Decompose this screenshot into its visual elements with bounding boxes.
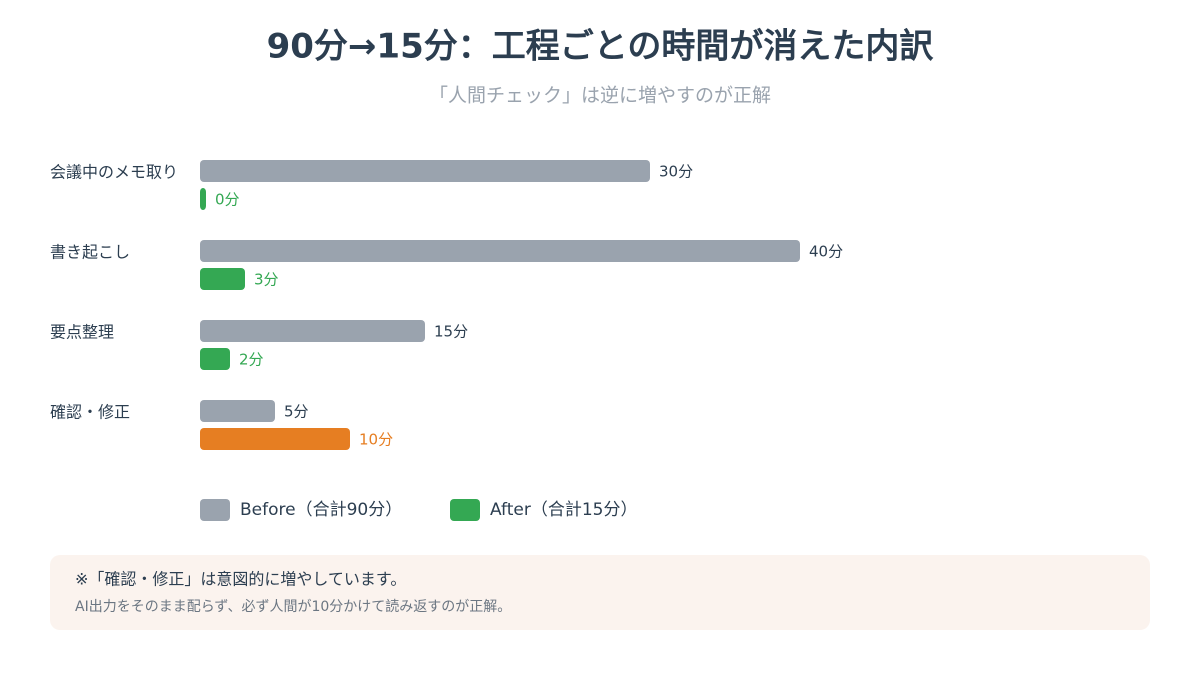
category-label: 会議中のメモ取り	[50, 163, 178, 182]
legend-swatch	[450, 499, 480, 521]
bar	[200, 188, 206, 210]
legend-label: After（合計15分）	[490, 500, 637, 520]
chart-title: 90分→15分：工程ごとの時間が消えた内訳	[267, 27, 935, 67]
category-label: 要点整理	[50, 323, 114, 342]
bar	[200, 348, 230, 370]
value-label: 0分	[215, 191, 240, 209]
legend-swatch	[200, 499, 230, 521]
value-label: 40分	[809, 243, 843, 261]
category-label: 書き起こし	[50, 243, 130, 262]
bar	[200, 160, 650, 182]
value-label: 30分	[659, 163, 693, 181]
chart-subtitle: 「人間チェック」は逆に増やすのが正解	[429, 85, 771, 107]
bar	[200, 240, 800, 262]
bar	[200, 320, 425, 342]
note-title: ※「確認・修正」は意図的に増やしています。	[75, 570, 406, 589]
value-label: 15分	[434, 323, 468, 341]
category-label: 確認・修正	[50, 403, 130, 422]
value-label: 5分	[284, 403, 309, 421]
bar	[200, 400, 275, 422]
legend-label: Before（合計90分）	[240, 500, 402, 520]
bar	[200, 428, 350, 450]
note-box	[50, 555, 1150, 630]
note-text: AI出力をそのまま配らず、必ず人間が10分かけて読み返すのが正解。	[75, 598, 511, 615]
value-label: 10分	[359, 431, 393, 449]
value-label: 3分	[254, 271, 279, 289]
bar	[200, 268, 245, 290]
value-label: 2分	[239, 351, 264, 369]
